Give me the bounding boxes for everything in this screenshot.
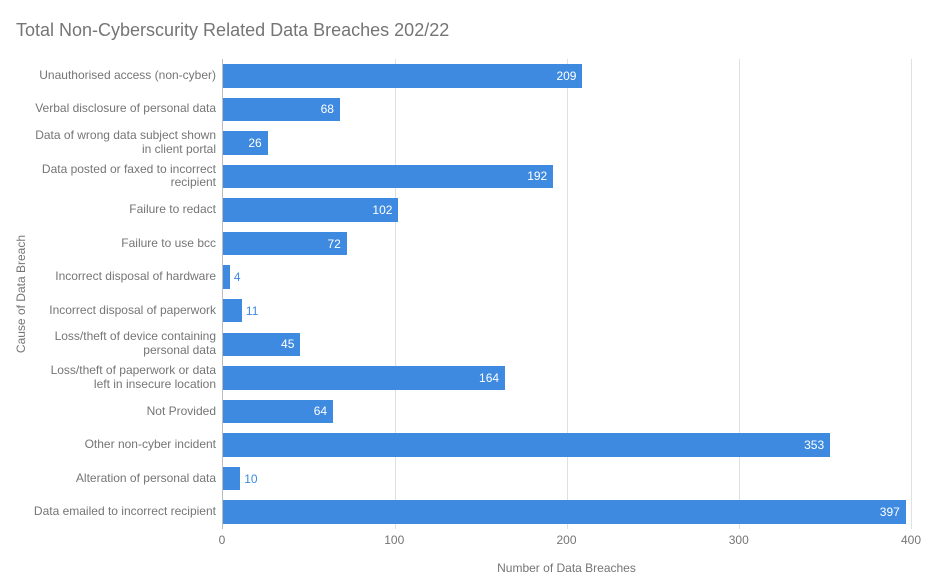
category-label: Unauthorised access (non-cyber)	[32, 59, 222, 93]
bar-row: 10	[223, 462, 911, 496]
bar-row: 45	[223, 328, 911, 362]
bar	[223, 299, 242, 322]
bar-value-label: 11	[246, 304, 258, 318]
bar	[223, 265, 230, 288]
bar-row: 353	[223, 428, 911, 462]
bar-row: 209	[223, 59, 911, 93]
bar: 164	[223, 366, 505, 389]
bar: 353	[223, 433, 830, 456]
bar-row: 102	[223, 193, 911, 227]
y-axis-labels: Unauthorised access (non-cyber)Verbal di…	[32, 59, 222, 529]
category-label: Incorrect disposal of hardware	[32, 260, 222, 294]
category-label: Not Provided	[32, 395, 222, 429]
category-label: Verbal disclosure of personal data	[32, 93, 222, 127]
x-axis: 0100200300400 Number of Data Breaches	[222, 529, 911, 579]
category-label: Alteration of personal data	[32, 462, 222, 496]
x-axis-ticks: 0100200300400	[222, 529, 911, 549]
bar-row: 192	[223, 160, 911, 194]
bar: 64	[223, 400, 333, 423]
x-tick-label: 100	[384, 533, 404, 547]
bar-row: 4	[223, 260, 911, 294]
x-axis-title: Number of Data Breaches	[222, 561, 911, 575]
bar	[223, 467, 240, 490]
bar-row: 68	[223, 93, 911, 127]
bar: 26	[223, 131, 268, 154]
bar: 102	[223, 198, 398, 221]
chart-container: Total Non-Cyberscurity Related Data Brea…	[0, 0, 941, 582]
category-label: Failure to use bcc	[32, 227, 222, 261]
plot-wrap: Cause of Data Breach Unauthorised access…	[10, 59, 911, 529]
bar: 45	[223, 333, 300, 356]
plot-area: 209 68 26 192 102 72 4 11 45 164 64 353 10 397	[222, 59, 911, 529]
bars-group: 209 68 26 192 102 72 4 11 45 164 64 353 10 397	[223, 59, 911, 529]
bar-row: 72	[223, 227, 911, 261]
bar-value-label: 4	[234, 270, 241, 284]
x-tick-label: 200	[556, 533, 576, 547]
gridline	[911, 59, 912, 529]
category-label: Other non-cyber incident	[32, 428, 222, 462]
category-label: Data emailed to incorrect recipient	[32, 495, 222, 529]
bar-row: 26	[223, 126, 911, 160]
chart-title: Total Non-Cyberscurity Related Data Brea…	[16, 20, 911, 41]
category-label: Failure to redact	[32, 193, 222, 227]
bar: 192	[223, 165, 553, 188]
bar-row: 64	[223, 395, 911, 429]
category-label: Loss/theft of device containing personal…	[32, 328, 222, 362]
bar-row: 164	[223, 361, 911, 395]
category-label: Data of wrong data subject shown in clie…	[32, 126, 222, 160]
bar: 397	[223, 500, 906, 523]
category-label: Loss/theft of paperwork or data left in …	[32, 361, 222, 395]
x-tick-label: 400	[901, 533, 921, 547]
bar-row: 397	[223, 495, 911, 529]
bar-row: 11	[223, 294, 911, 328]
bar: 68	[223, 98, 340, 121]
x-tick-label: 0	[219, 533, 226, 547]
category-label: Incorrect disposal of paperwork	[32, 294, 222, 328]
bar: 209	[223, 64, 582, 87]
category-label: Data posted or faxed to incorrect recipi…	[32, 160, 222, 194]
x-tick-label: 300	[729, 533, 749, 547]
y-axis-title: Cause of Data Breach	[10, 235, 32, 353]
bar-value-label: 10	[244, 472, 257, 486]
bar: 72	[223, 232, 347, 255]
